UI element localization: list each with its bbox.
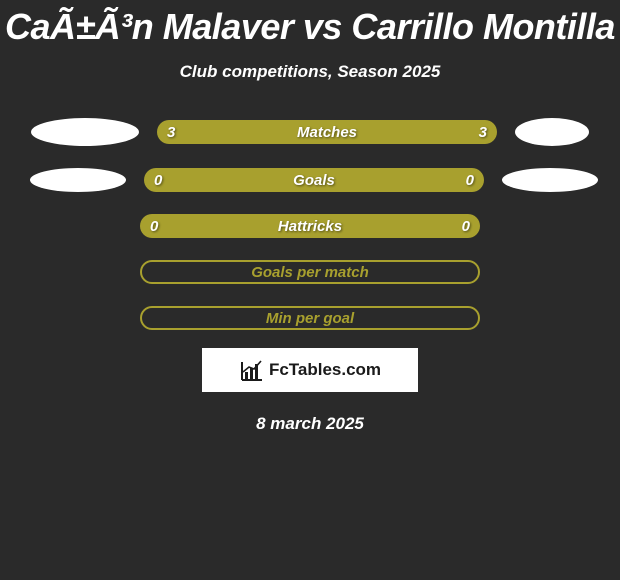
comparison-card: CaÃ±Ã³n Malaver vs Carrillo Montilla Clu… <box>0 0 620 434</box>
stat-row: Min per goal <box>0 306 620 330</box>
stat-label: Matches <box>157 124 497 141</box>
stat-bar: 0Goals0 <box>144 168 484 192</box>
stat-label: Min per goal <box>142 310 478 327</box>
page-title: CaÃ±Ã³n Malaver vs Carrillo Montilla <box>0 6 620 48</box>
bar-chart-icon <box>239 357 265 383</box>
stat-rows: 3Matches3 0Goals0 0Hattricks0 Goals per mat… <box>0 118 620 330</box>
stat-row: 3Matches3 <box>0 118 620 146</box>
logo-text: FcTables.com <box>269 360 381 380</box>
stat-row: 0Goals0 <box>0 168 620 192</box>
stat-label: Goals per match <box>142 264 478 281</box>
left-player-marker <box>31 118 139 146</box>
right-player-marker <box>502 168 598 192</box>
date-text: 8 march 2025 <box>0 414 620 434</box>
stat-bar: 3Matches3 <box>157 120 497 144</box>
stat-bar: Min per goal <box>140 306 480 330</box>
subtitle: Club competitions, Season 2025 <box>0 62 620 82</box>
right-player-marker <box>515 118 589 146</box>
stat-label: Hattricks <box>140 218 480 235</box>
stat-bar: 0Hattricks0 <box>140 214 480 238</box>
left-player-marker <box>30 168 126 192</box>
stat-row: Goals per match <box>0 260 620 284</box>
stat-bar: Goals per match <box>140 260 480 284</box>
source-logo[interactable]: FcTables.com <box>202 348 418 392</box>
stat-row: 0Hattricks0 <box>0 214 620 238</box>
stat-label: Goals <box>144 172 484 189</box>
